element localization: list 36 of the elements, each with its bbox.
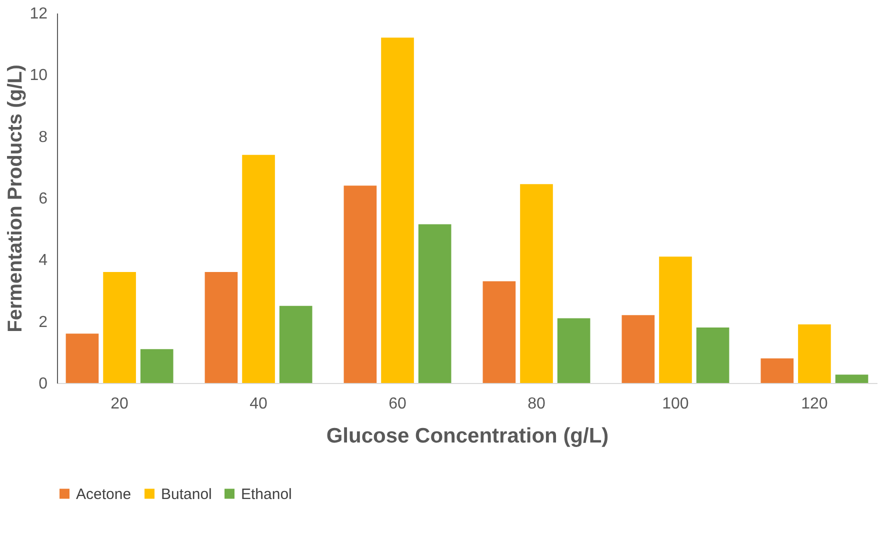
legend-label: Butanol xyxy=(161,486,212,503)
bar xyxy=(344,186,377,383)
bar xyxy=(103,272,136,383)
x-tick-label: 100 xyxy=(662,396,689,412)
bar xyxy=(482,281,516,383)
bar xyxy=(242,154,275,383)
bar xyxy=(140,349,174,383)
legend-label: Ethanol xyxy=(241,486,292,503)
y-tick-label: 0 xyxy=(38,376,48,392)
y-tick-label: 10 xyxy=(30,67,48,84)
bar xyxy=(279,306,312,383)
bar xyxy=(66,334,99,383)
bar xyxy=(204,272,238,383)
legend-label: Acetone xyxy=(76,486,132,503)
x-tick-label: 80 xyxy=(528,396,546,412)
bar xyxy=(696,328,730,383)
y-tick-label: 8 xyxy=(38,128,48,146)
y-tick-label: 4 xyxy=(38,252,48,270)
bar xyxy=(622,315,655,383)
bar xyxy=(381,38,414,383)
bar xyxy=(659,256,692,383)
y-axis-title: Fermentation Products (g/L) xyxy=(4,64,27,332)
y-tick-label: 12 xyxy=(30,6,48,22)
x-tick-label: 40 xyxy=(250,396,268,412)
x-tick-label: 60 xyxy=(388,396,407,412)
bar xyxy=(798,324,831,383)
bar xyxy=(760,358,794,383)
y-tick-label: 6 xyxy=(38,190,48,208)
bar xyxy=(520,184,553,383)
x-tick-label: 20 xyxy=(110,396,129,412)
bar xyxy=(557,318,590,383)
bar xyxy=(835,374,868,383)
y-tick-label: 2 xyxy=(38,314,48,331)
x-axis-title: Glucose Concentration (g/L) xyxy=(326,424,609,448)
x-tick-label: 120 xyxy=(801,396,828,412)
bar xyxy=(418,224,452,383)
